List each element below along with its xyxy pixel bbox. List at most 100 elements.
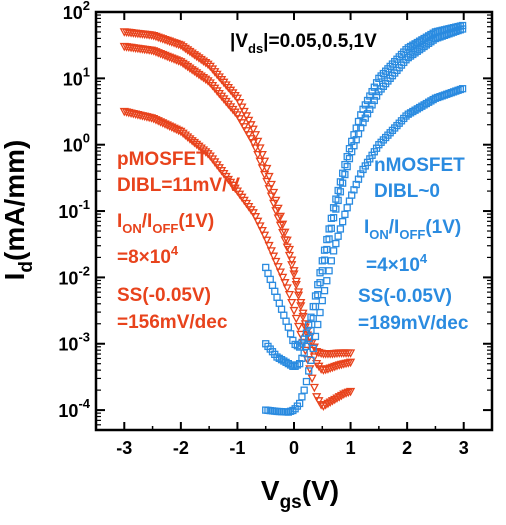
data-point bbox=[237, 119, 247, 128]
pmos-ss-value: =156mV/dec bbox=[117, 312, 228, 333]
y-tick-label: 100 bbox=[63, 131, 90, 156]
data-point bbox=[287, 256, 297, 266]
data-point bbox=[266, 247, 276, 256]
y-tick-label: 102 bbox=[63, 0, 90, 23]
data-point bbox=[354, 175, 363, 183]
data-point bbox=[343, 162, 351, 171]
data-point bbox=[241, 112, 252, 121]
data-point bbox=[269, 188, 279, 198]
data-point bbox=[296, 302, 306, 311]
x-tick-label: 0 bbox=[289, 438, 299, 458]
data-point bbox=[366, 92, 374, 100]
data-point bbox=[429, 29, 437, 37]
data-point bbox=[343, 152, 351, 161]
data-point bbox=[372, 92, 381, 100]
data-point bbox=[248, 139, 258, 148]
data-point bbox=[341, 160, 349, 169]
data-point bbox=[232, 111, 243, 120]
data-point bbox=[320, 246, 329, 254]
data-point bbox=[305, 367, 313, 375]
data-point bbox=[323, 277, 331, 285]
data-point bbox=[314, 397, 324, 406]
data-point bbox=[329, 214, 338, 222]
data-point bbox=[352, 180, 360, 189]
data-point bbox=[280, 279, 290, 288]
data-point bbox=[239, 123, 249, 132]
data-point bbox=[314, 290, 322, 299]
data-point bbox=[248, 125, 258, 135]
data-point bbox=[284, 290, 295, 300]
data-point bbox=[336, 188, 345, 196]
data-point bbox=[359, 118, 367, 127]
data-point bbox=[343, 388, 353, 398]
data-point bbox=[309, 314, 317, 323]
nmos-ss-value: =189mV/dec bbox=[358, 313, 469, 334]
data-point bbox=[284, 408, 292, 416]
data-point bbox=[311, 292, 320, 300]
pmos-name: pMOSFET bbox=[117, 149, 208, 170]
data-point bbox=[341, 170, 349, 179]
y-tick-label: 10-2 bbox=[58, 263, 90, 288]
data-point bbox=[318, 257, 326, 265]
data-point bbox=[329, 204, 338, 212]
data-point bbox=[325, 364, 335, 374]
data-point bbox=[289, 306, 299, 316]
series-pMOSFET-1V bbox=[119, 28, 356, 359]
y-axis-title: Id(mA/mm) bbox=[0, 140, 37, 281]
data-point bbox=[312, 393, 322, 402]
data-point bbox=[452, 87, 460, 95]
x-tick-label: -1 bbox=[229, 438, 245, 458]
data-point bbox=[316, 401, 326, 410]
data-point bbox=[327, 224, 335, 232]
data-point bbox=[255, 144, 265, 153]
data-point bbox=[287, 298, 297, 308]
data-point bbox=[296, 343, 304, 351]
data-point bbox=[314, 320, 322, 329]
data-point bbox=[440, 91, 449, 99]
plot-layer bbox=[119, 21, 467, 416]
pmos-ratio: =8×104 bbox=[117, 243, 179, 268]
data-point bbox=[264, 269, 272, 278]
nmos-ss-label: SS(-0.05V) bbox=[358, 286, 452, 307]
data-point bbox=[253, 151, 263, 160]
data-point bbox=[282, 317, 290, 325]
data-point bbox=[458, 21, 467, 30]
nmos-ratio: =4×104 bbox=[366, 251, 428, 276]
data-point bbox=[332, 205, 340, 213]
data-point bbox=[325, 267, 333, 275]
data-point bbox=[257, 226, 267, 236]
data-point bbox=[300, 320, 310, 329]
data-point bbox=[334, 186, 342, 195]
data-point bbox=[334, 232, 342, 240]
data-point bbox=[436, 93, 444, 101]
data-point bbox=[314, 281, 322, 289]
nmos-ion-ioff: ION/IOFF(1V) bbox=[364, 217, 461, 242]
series-nMOSFET-0.05V bbox=[262, 85, 467, 416]
data-point bbox=[332, 239, 340, 248]
data-point bbox=[298, 339, 306, 347]
data-point bbox=[323, 365, 333, 374]
data-point bbox=[300, 386, 308, 394]
data-point bbox=[345, 358, 356, 368]
data-point bbox=[280, 228, 290, 238]
tick-layer: -3 -2 -1 0 1 2 3 102 101 100 10-1 10-2 10-3 10-4 bbox=[58, 0, 492, 458]
data-point bbox=[302, 377, 311, 386]
y-tick-label: 10-1 bbox=[58, 197, 90, 222]
data-point bbox=[289, 336, 297, 345]
data-point bbox=[275, 268, 286, 277]
nmos-name: nMOSFET bbox=[374, 155, 465, 176]
data-point bbox=[456, 85, 464, 94]
data-point bbox=[289, 270, 299, 279]
data-point bbox=[307, 356, 315, 364]
series-nMOSFET-1V bbox=[262, 21, 467, 351]
data-point bbox=[339, 218, 347, 226]
data-point bbox=[296, 298, 306, 308]
data-point bbox=[273, 204, 283, 214]
data-point bbox=[286, 330, 295, 338]
pmos-dibl: DIBL=11mV/V bbox=[117, 175, 240, 196]
vds-annotation: |Vds|=0.05,0.5,1V bbox=[230, 31, 377, 56]
x-tick-label: 2 bbox=[402, 438, 412, 458]
data-point bbox=[332, 195, 340, 203]
data-point bbox=[255, 157, 265, 167]
data-point bbox=[298, 309, 308, 319]
